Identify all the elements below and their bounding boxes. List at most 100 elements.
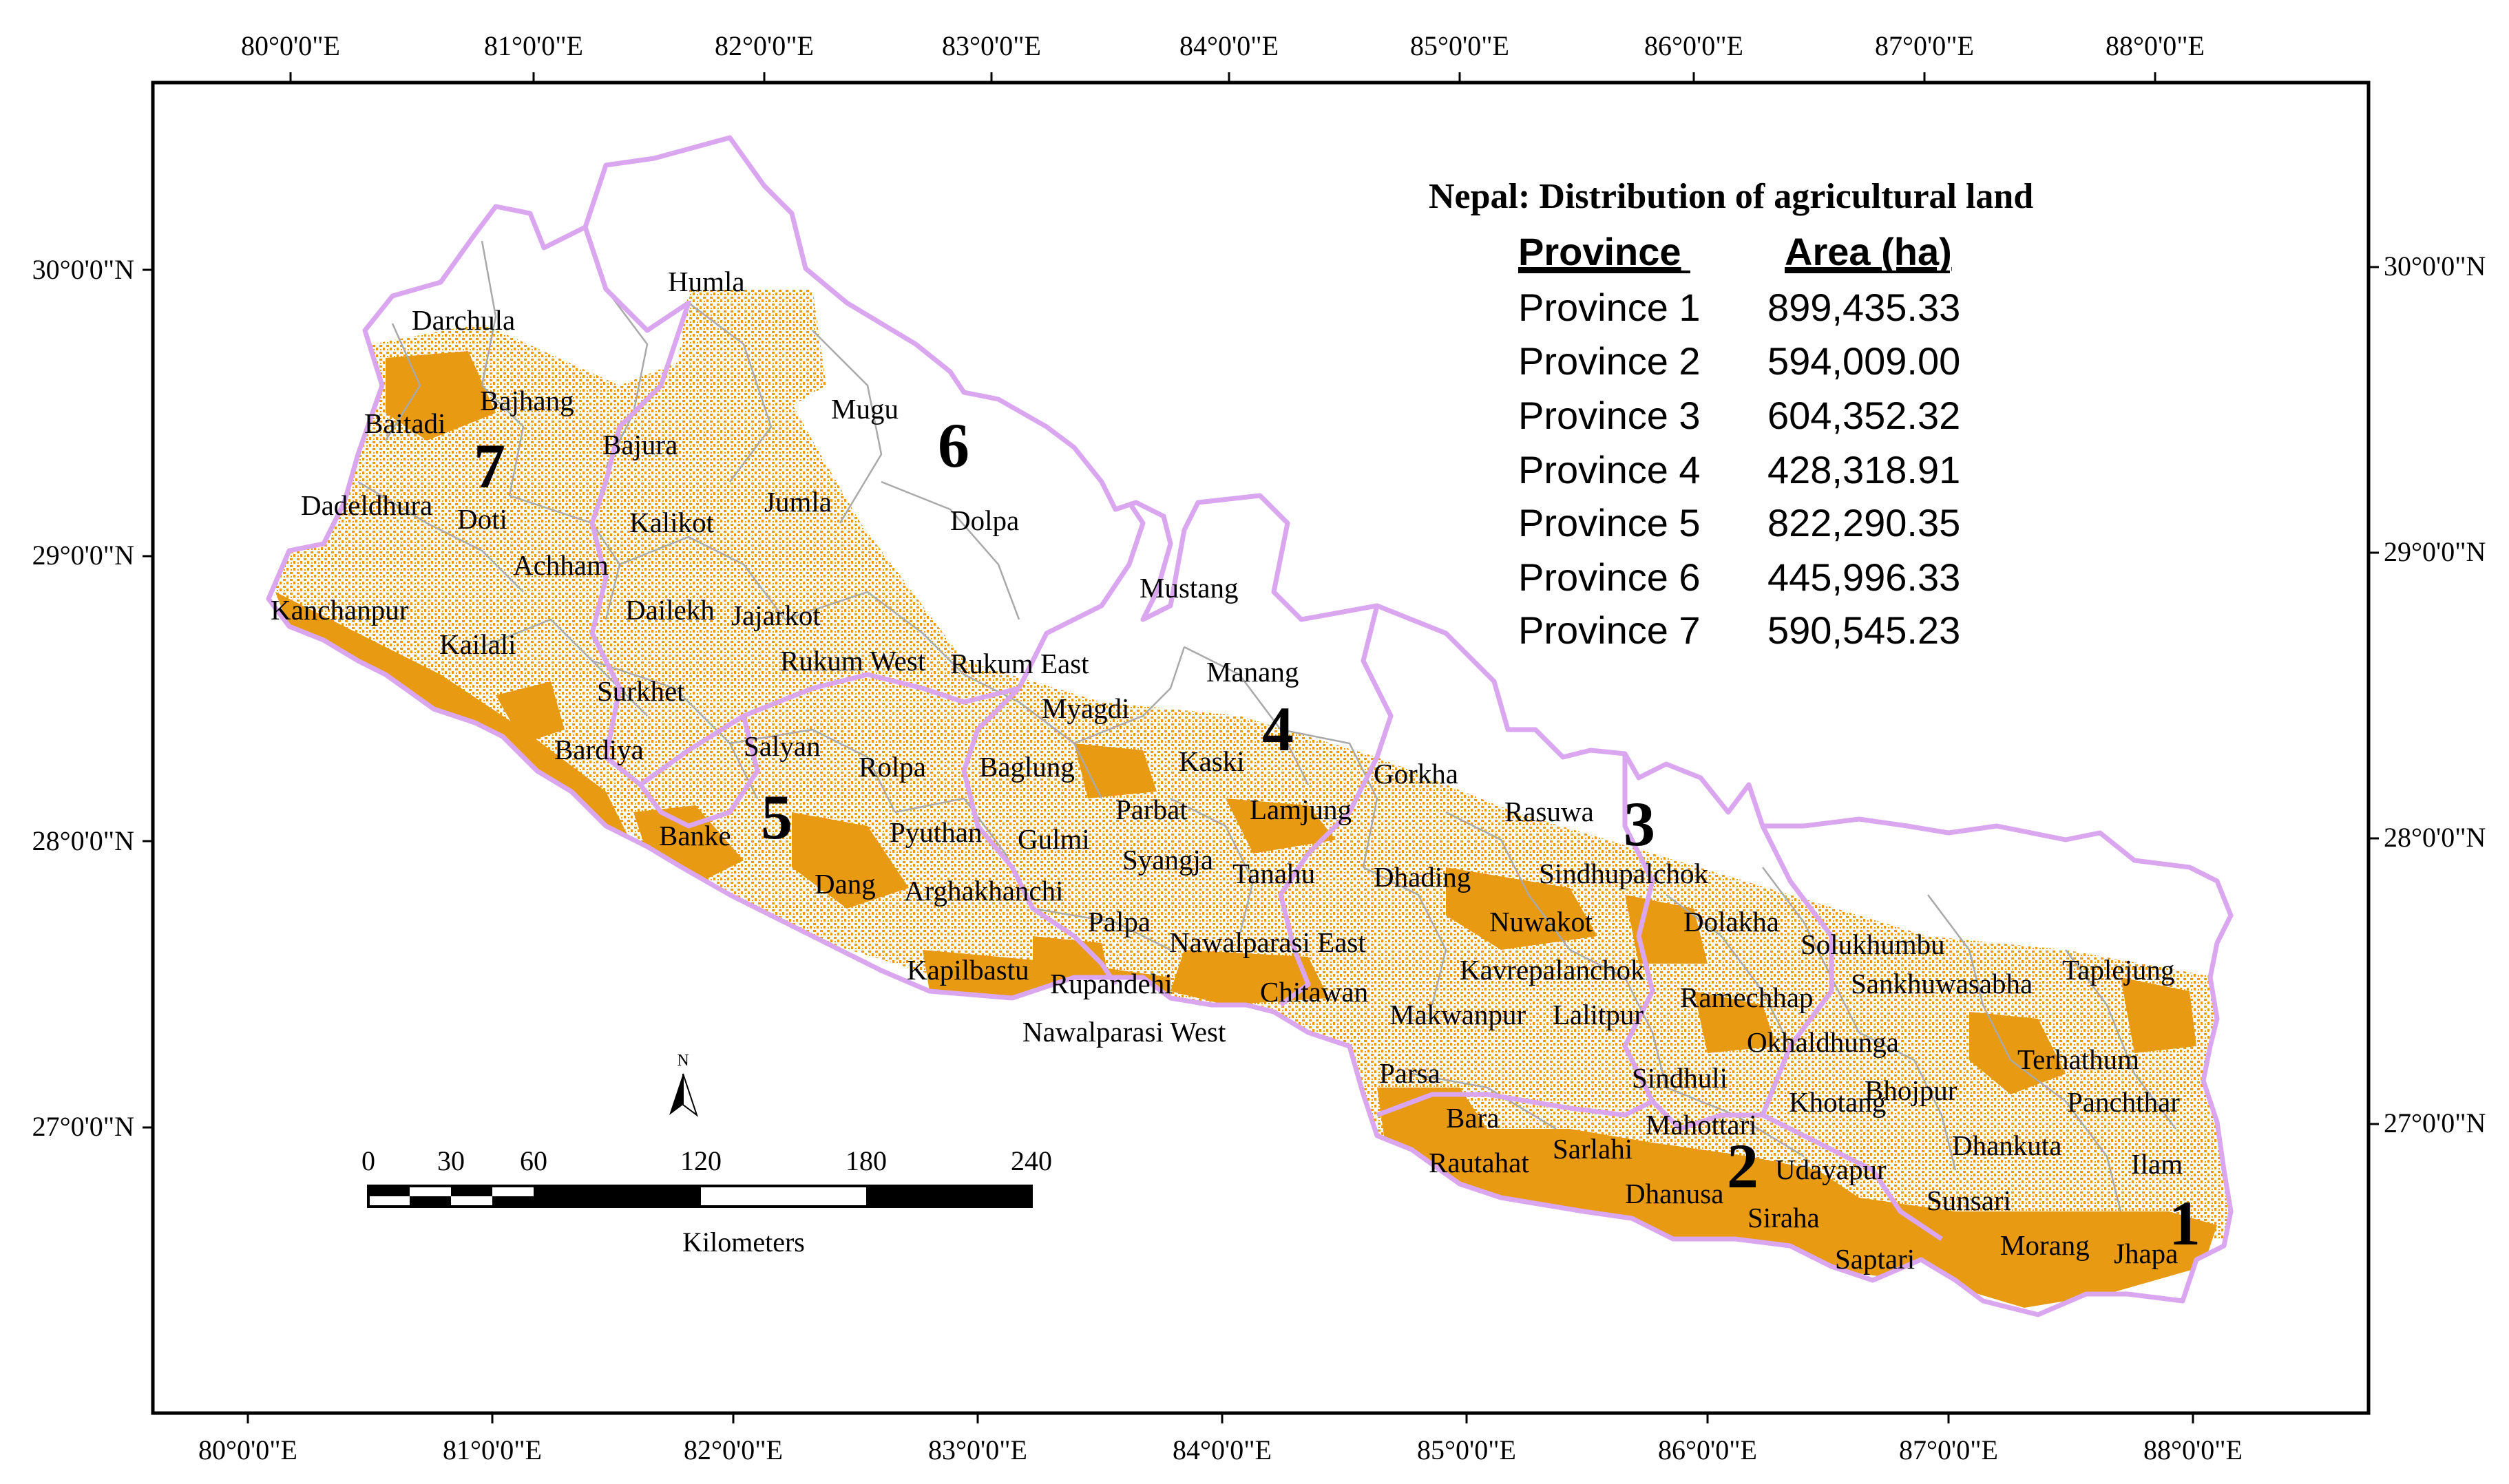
province-number-5: 5 bbox=[761, 782, 792, 852]
district-label: Sunsari bbox=[1927, 1185, 2011, 1216]
scale-tick-label: 240 bbox=[1011, 1145, 1052, 1176]
district-label: Bajura bbox=[602, 429, 678, 460]
district-label: Chitawan bbox=[1260, 976, 1368, 1008]
province-boundaries bbox=[266, 135, 2234, 1317]
district-label: Kailali bbox=[439, 628, 516, 660]
legend-table: Nepal: Distribution of agricultural land… bbox=[1429, 177, 2033, 652]
lon-label-top: 85°0'0"E bbox=[1410, 30, 1509, 61]
district-label: Achham bbox=[513, 549, 609, 581]
scale-unit: Kilometers bbox=[682, 1227, 805, 1258]
lat-label-left: 28°0'0"N bbox=[32, 825, 134, 856]
lat-label-left: 27°0'0"N bbox=[32, 1111, 134, 1142]
district-label: Salyan bbox=[744, 730, 821, 762]
legend-area-cell: 822,290.35 bbox=[1767, 501, 1960, 544]
province-number-4: 4 bbox=[1262, 694, 1294, 764]
district-label: Sarlahi bbox=[1553, 1133, 1633, 1165]
lon-label-bottom: 80°0'0"E bbox=[198, 1434, 297, 1465]
district-label: Humla bbox=[668, 266, 745, 297]
lon-label-top: 86°0'0"E bbox=[1644, 30, 1743, 61]
scale-tick-label: 30 bbox=[437, 1145, 465, 1176]
district-label: Gulmi bbox=[1018, 823, 1090, 855]
district-label: Mahottari bbox=[1646, 1109, 1757, 1141]
lon-label-bottom: 83°0'0"E bbox=[928, 1434, 1027, 1465]
scale-tick-label: 60 bbox=[520, 1145, 547, 1176]
district-label: Darchula bbox=[412, 304, 515, 336]
district-label: Myagdi bbox=[1042, 692, 1130, 724]
district-label: Ilam bbox=[2131, 1148, 2183, 1180]
lon-label-top: 83°0'0"E bbox=[942, 30, 1041, 61]
district-label: Bara bbox=[1446, 1102, 1499, 1134]
district-label: Parbat bbox=[1115, 794, 1188, 825]
district-label: Udayapur bbox=[1775, 1154, 1887, 1185]
province-number-2: 2 bbox=[1727, 1131, 1759, 1201]
district-label: Ramechhap bbox=[1680, 982, 1814, 1013]
district-label: Jhapa bbox=[2114, 1238, 2178, 1269]
district-labels: Humla Darchula Bajhang Baitadi Bajura Mu… bbox=[271, 266, 2183, 1275]
north-arrow: N bbox=[669, 1052, 698, 1117]
district-label: Saptari bbox=[1835, 1243, 1915, 1275]
district-label: Okhaldhunga bbox=[1747, 1026, 1899, 1058]
district-label: Terhathum bbox=[2017, 1043, 2139, 1075]
lon-label-bottom: 86°0'0"E bbox=[1658, 1434, 1757, 1465]
legend-province-cell: Province 2 bbox=[1518, 339, 1701, 383]
district-label: Nawalparasi East bbox=[1169, 926, 1366, 958]
district-label: Sindhuli bbox=[1632, 1062, 1728, 1094]
lon-label-bottom: 82°0'0"E bbox=[684, 1434, 783, 1465]
lon-label-bottom: 85°0'0"E bbox=[1417, 1434, 1516, 1465]
scale-tick-label: 120 bbox=[680, 1145, 722, 1176]
district-label: Bajhang bbox=[480, 385, 574, 416]
province-number-7: 7 bbox=[474, 431, 505, 501]
lon-label-top: 81°0'0"E bbox=[484, 30, 583, 61]
longitude-labels-top: 80°0'0"E 81°0'0"E 82°0'0"E 83°0'0"E 84°0… bbox=[241, 30, 2205, 61]
legend-area-cell: 590,545.23 bbox=[1767, 608, 1960, 652]
latitude-labels-right: 30°0'0"N 29°0'0"N 28°0'0"N 27°0'0"N bbox=[2384, 251, 2486, 1138]
longitude-labels-bottom: 80°0'0"E 81°0'0"E 82°0'0"E 83°0'0"E 84°0… bbox=[198, 1434, 2243, 1465]
legend-province-cell: Province 7 bbox=[1518, 608, 1701, 652]
lon-label-bottom: 88°0'0"E bbox=[2143, 1434, 2243, 1465]
district-label: Taplejung bbox=[2062, 954, 2174, 986]
district-label: Kanchanpur bbox=[271, 594, 409, 626]
lon-label-bottom: 84°0'0"E bbox=[1173, 1434, 1272, 1465]
district-label: Nawalparasi West bbox=[1022, 1016, 1226, 1048]
legend-province-cell: Province 4 bbox=[1518, 448, 1701, 491]
district-label: Dadeldhura bbox=[301, 489, 432, 521]
district-label: Mustang bbox=[1140, 572, 1239, 604]
district-label: Rukum West bbox=[780, 645, 926, 677]
lon-label-top: 80°0'0"E bbox=[241, 30, 340, 61]
district-label: Surkhet bbox=[597, 675, 685, 707]
lon-label-top: 88°0'0"E bbox=[2106, 30, 2205, 61]
map-frame bbox=[151, 81, 2371, 1415]
district-label: Doti bbox=[457, 503, 507, 535]
legend-province-cell: Province 6 bbox=[1518, 555, 1701, 599]
lat-label-right: 29°0'0"N bbox=[2384, 536, 2486, 567]
district-label: Banke bbox=[659, 820, 731, 851]
lat-label-right: 27°0'0"N bbox=[2384, 1107, 2486, 1138]
district-label: Mugu bbox=[831, 393, 899, 425]
district-label: Nuwakot bbox=[1489, 906, 1593, 937]
district-label: Dolakha bbox=[1683, 906, 1779, 937]
district-label: Dang bbox=[815, 868, 876, 900]
district-label: Bhojpur bbox=[1865, 1074, 1957, 1106]
district-label: Rolpa bbox=[859, 751, 926, 783]
district-label: Rasuwa bbox=[1504, 796, 1594, 827]
district-label: Dailekh bbox=[625, 594, 715, 626]
legend-province-cell: Province 1 bbox=[1518, 286, 1701, 329]
legend-area-cell: 445,996.33 bbox=[1767, 555, 1960, 599]
district-label: Baitadi bbox=[364, 407, 445, 439]
district-label: Sindhupalchok bbox=[1539, 858, 1708, 889]
lat-label-left: 30°0'0"N bbox=[32, 254, 134, 285]
district-label: Pyuthan bbox=[890, 816, 982, 848]
district-label: Dolpa bbox=[950, 505, 1019, 536]
district-label: Morang bbox=[2000, 1229, 2090, 1261]
district-label: Arghakhanchi bbox=[904, 875, 1064, 907]
lat-label-right: 28°0'0"N bbox=[2384, 822, 2486, 853]
district-label: Sankhuwasabha bbox=[1851, 968, 2033, 999]
nepal-outline bbox=[266, 135, 2234, 1317]
frame-ticks bbox=[143, 72, 2379, 1423]
district-label: Jajarkot bbox=[731, 600, 821, 631]
province-numbers: 1 2 3 4 5 6 7 bbox=[474, 410, 2201, 1258]
district-label: Makwanpur bbox=[1389, 999, 1526, 1030]
district-label: Siraha bbox=[1747, 1202, 1820, 1233]
province-number-1: 1 bbox=[2169, 1188, 2201, 1258]
legend-area-cell: 604,352.32 bbox=[1767, 394, 1960, 437]
